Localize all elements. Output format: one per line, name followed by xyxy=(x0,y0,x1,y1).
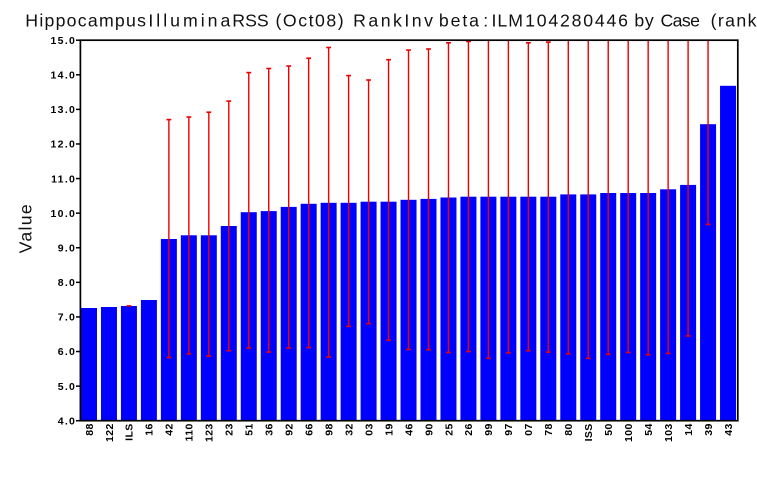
svg-text:13.0: 13.0 xyxy=(51,104,77,116)
svg-text:36: 36 xyxy=(264,423,276,435)
svg-text:78: 78 xyxy=(543,423,555,435)
svg-text:103: 103 xyxy=(663,423,675,442)
svg-text:46: 46 xyxy=(403,423,415,435)
svg-text:6.0: 6.0 xyxy=(58,346,77,358)
svg-text:5.0: 5.0 xyxy=(58,381,77,393)
svg-text:19: 19 xyxy=(383,423,395,435)
svg-text:54: 54 xyxy=(643,423,655,435)
svg-text:43: 43 xyxy=(723,423,735,435)
svg-text:10.0: 10.0 xyxy=(51,208,77,220)
svg-text:25: 25 xyxy=(443,423,455,435)
svg-text:66: 66 xyxy=(303,423,315,435)
svg-text:07: 07 xyxy=(523,423,535,435)
svg-text:26: 26 xyxy=(463,423,475,435)
svg-text:ISS: ISS xyxy=(583,423,595,441)
svg-text:15.0: 15.0 xyxy=(51,35,77,47)
svg-text:88: 88 xyxy=(84,423,96,435)
svg-text:ILS: ILS xyxy=(124,423,136,441)
svg-text:8.0: 8.0 xyxy=(58,277,77,289)
svg-text:7.0: 7.0 xyxy=(58,312,77,324)
svg-text:14.0: 14.0 xyxy=(51,69,77,81)
svg-text:50: 50 xyxy=(603,423,615,435)
svg-text:92: 92 xyxy=(284,423,296,435)
svg-text:16: 16 xyxy=(144,423,156,435)
svg-text:11.0: 11.0 xyxy=(51,173,76,185)
svg-text:32: 32 xyxy=(343,423,355,435)
svg-text:9.0: 9.0 xyxy=(58,242,77,254)
svg-text:HippocampusIlluminaRSS(Oct08)R: HippocampusIlluminaRSS (Oct08) RankInv beta… xyxy=(25,10,757,30)
svg-text:123: 123 xyxy=(204,423,216,442)
svg-text:4.0: 4.0 xyxy=(58,415,77,427)
svg-text:99: 99 xyxy=(483,423,495,435)
svg-text:110: 110 xyxy=(184,423,196,441)
svg-text:97: 97 xyxy=(503,423,515,435)
svg-text:Value: Value xyxy=(16,203,36,253)
svg-text:12.0: 12.0 xyxy=(51,139,77,151)
svg-text:80: 80 xyxy=(563,423,575,435)
svg-text:14: 14 xyxy=(683,423,695,435)
svg-text:100: 100 xyxy=(623,423,635,442)
svg-text:23: 23 xyxy=(224,423,236,435)
svg-text:39: 39 xyxy=(703,423,715,435)
svg-text:122: 122 xyxy=(104,423,116,442)
svg-text:03: 03 xyxy=(363,423,375,435)
svg-text:98: 98 xyxy=(323,423,335,435)
svg-text:90: 90 xyxy=(423,423,435,435)
svg-text:42: 42 xyxy=(164,423,176,435)
svg-text:51: 51 xyxy=(244,423,256,435)
